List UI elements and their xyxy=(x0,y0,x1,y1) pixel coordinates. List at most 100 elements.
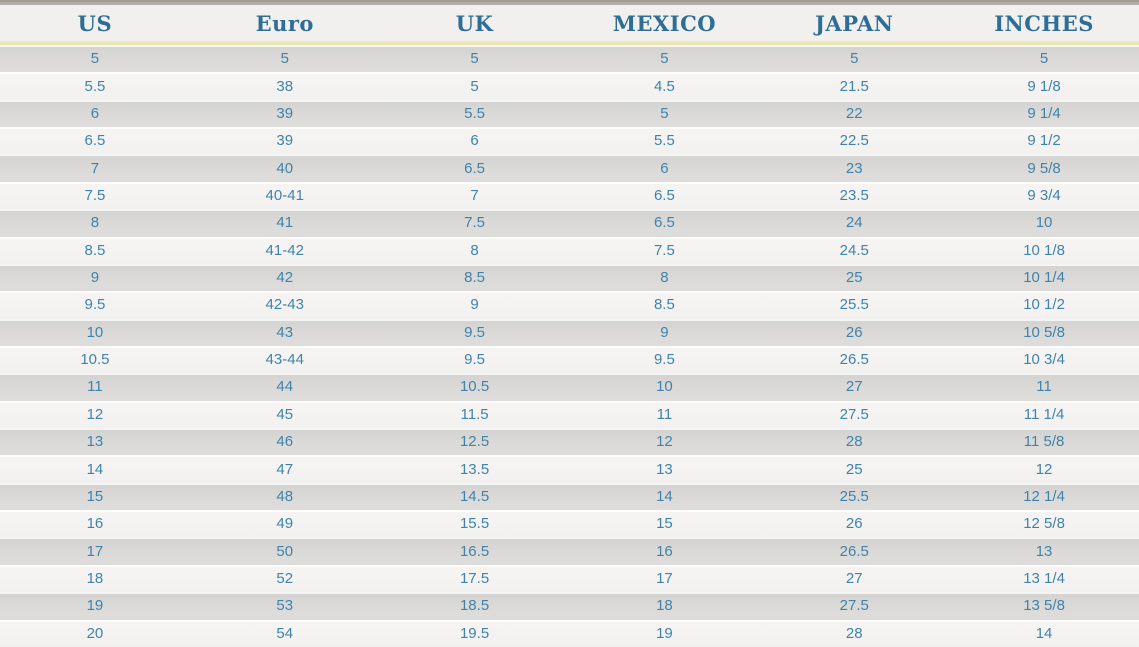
table-row: 11 44 10.5 10 27 11 xyxy=(0,373,1139,401)
table-cell: 45 xyxy=(276,405,294,423)
table-row: 12 45 11.5 11 27.5 11 1/4 xyxy=(0,400,1139,429)
table-cell: 8.5 xyxy=(84,241,106,259)
table-cell: 39 xyxy=(276,104,294,122)
table-cell: 10 xyxy=(86,323,104,341)
column-header-us: US xyxy=(77,10,113,36)
table-cell: 12 5/8 xyxy=(1023,515,1065,533)
column-header-japan: JAPAN xyxy=(815,10,894,36)
table-row: 16 49 15.5 15 26 12 5/8 xyxy=(0,510,1139,538)
table-cell: 14 xyxy=(1035,624,1053,642)
table-cell: 16 xyxy=(86,515,104,533)
header-divider-line xyxy=(0,41,1139,45)
table-cell: 12.5 xyxy=(459,433,490,451)
table-cell: 53 xyxy=(276,597,294,615)
table-cell: 18 xyxy=(656,597,673,615)
table-row: 19 53 18.5 18 27.5 13 5/8 xyxy=(0,592,1139,620)
table-cell: 19.5 xyxy=(459,624,490,642)
column-header-inches: INCHES xyxy=(994,10,1094,36)
top-border-strip xyxy=(0,0,1139,5)
table-cell: 43 xyxy=(276,323,294,341)
table-cell: 10 5/8 xyxy=(1023,323,1065,341)
table-cell: 5 xyxy=(470,50,479,68)
table-cell: 15.5 xyxy=(459,515,490,533)
table-cell: 13 xyxy=(86,433,104,451)
table-cell: 17 xyxy=(656,570,673,587)
table-row: 20 54 19.5 19 28 14 xyxy=(0,619,1139,647)
table-cell: 23.5 xyxy=(839,186,869,204)
table-cell: 8 xyxy=(470,241,479,259)
table-cell: 25 xyxy=(845,460,863,478)
table-cell: 14.5 xyxy=(459,487,490,505)
table-cell: 39 xyxy=(276,132,294,150)
table-cell: 10 3/4 xyxy=(1023,351,1065,369)
table-row: 7 40 6.5 6 23 9 5/8 xyxy=(0,154,1139,182)
table-cell: 46 xyxy=(276,433,294,451)
table-row: 9 42 8.5 8 25 10 1/4 xyxy=(0,263,1139,292)
table-cell: 10 xyxy=(656,378,673,396)
table-cell: 5 xyxy=(470,77,479,95)
table-cell: 26.5 xyxy=(839,351,869,369)
table-cell: 8.5 xyxy=(464,269,485,287)
table-row: 5.5 38 5 4.5 21.5 9 1/8 xyxy=(0,72,1139,100)
table-cell: 50 xyxy=(276,542,294,560)
table-cell: 5 xyxy=(90,50,100,68)
table-cell: 10 1/4 xyxy=(1023,269,1065,287)
table-cell: 25.5 xyxy=(839,487,869,505)
table-cell: 8 xyxy=(660,269,669,287)
table-cell: 12 xyxy=(86,405,104,423)
table-cell: 10 xyxy=(1035,214,1053,232)
table-cell: 25.5 xyxy=(839,296,869,314)
table-cell: 6 xyxy=(660,159,669,177)
table-cell: 13 xyxy=(656,460,673,478)
table-cell: 14 xyxy=(86,460,104,478)
table-cell: 9.5 xyxy=(464,323,485,341)
table-cell: 22 xyxy=(845,104,863,122)
table-row: 8 41 7.5 6.5 24 10 xyxy=(0,209,1139,237)
table-row: 6 39 5.5 5 22 9 1/4 xyxy=(0,99,1139,128)
table-cell: 40 xyxy=(276,159,294,177)
table-cell: 5.5 xyxy=(653,132,675,150)
table-cell: 27.5 xyxy=(839,597,869,615)
table-cell: 26 xyxy=(845,515,863,533)
table-cell: 5 xyxy=(660,50,669,68)
table-row: 14 47 13.5 13 25 12 xyxy=(0,455,1139,483)
table-cell: 10.5 xyxy=(459,378,490,396)
table-cell: 27 xyxy=(845,570,863,587)
table-row: 8.5 41-42 8 7.5 24.5 10 1/8 xyxy=(0,236,1139,264)
table-cell: 8.5 xyxy=(653,296,675,314)
table-cell: 9 xyxy=(660,323,669,341)
table-cell: 13 5/8 xyxy=(1023,597,1065,615)
table-cell: 42 xyxy=(276,269,294,287)
table-cell: 9 3/4 xyxy=(1027,186,1061,204)
column-header-uk: UK xyxy=(455,10,494,36)
table-cell: 9.5 xyxy=(653,351,675,369)
table-cell: 9 5/8 xyxy=(1027,159,1061,177)
column-header-mexico: MEXICO xyxy=(612,10,717,36)
table-row: 13 46 12.5 12 28 11 5/8 xyxy=(0,428,1139,456)
table-cell: 11 xyxy=(656,405,673,423)
table-cell: 41-42 xyxy=(265,241,304,259)
table-cell: 47 xyxy=(276,460,294,478)
table-body: 5 5 5 5 5 5 5.5 38 5 4.5 21.5 9 1/8 6 39 5.5 5 22 9 1/4 6.… xyxy=(0,45,1139,647)
table-row: 10.5 43-44 9.5 9.5 26.5 10 3/4 xyxy=(0,345,1139,374)
table-cell: 44 xyxy=(276,378,294,396)
table-cell: 5 xyxy=(1039,50,1049,68)
table-cell: 41 xyxy=(276,214,294,232)
table-cell: 7.5 xyxy=(653,241,675,259)
table-cell: 17 xyxy=(86,542,104,560)
table-row: 6.5 39 6 5.5 22.5 9 1/2 xyxy=(0,127,1139,155)
table-cell: 16.5 xyxy=(459,542,490,560)
table-cell: 13 1/4 xyxy=(1023,570,1065,587)
table-cell: 6.5 xyxy=(84,132,106,150)
table-cell: 28 xyxy=(845,624,863,642)
table-cell: 12 1/4 xyxy=(1023,487,1065,505)
table-cell: 22.5 xyxy=(839,132,869,150)
table-cell: 9 1/2 xyxy=(1027,132,1061,150)
table-cell: 6.5 xyxy=(464,159,485,177)
table-cell: 10 1/2 xyxy=(1023,296,1065,314)
table-cell: 13 xyxy=(1035,542,1053,560)
table-row: 15 48 14.5 14 25.5 12 1/4 xyxy=(0,482,1139,511)
table-cell: 9 1/4 xyxy=(1027,104,1061,122)
table-cell: 5 xyxy=(280,50,289,68)
table-cell: 9 1/8 xyxy=(1027,77,1061,95)
